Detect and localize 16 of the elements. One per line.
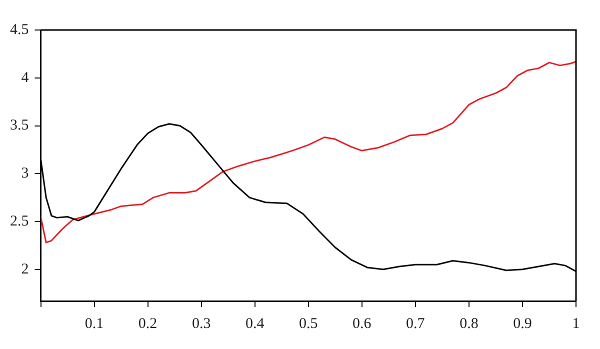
x-tick-label: 0.8: [460, 316, 478, 332]
y-tick-label: 3.5: [10, 118, 29, 134]
x-tick-label: 0.6: [352, 316, 372, 332]
y-tick-label: 2: [21, 261, 29, 278]
y-tick-label: 4: [21, 70, 30, 86]
x-tick-label: 0.1: [84, 316, 104, 332]
x-tick-label: 0.2: [138, 316, 158, 332]
x-tick-label: 0.7: [406, 316, 426, 332]
x-tick-label: 0.3: [192, 316, 211, 332]
y-tick-label: 4.5: [10, 22, 29, 38]
x-tick-label: 1: [572, 316, 580, 332]
y-tick-label: 3: [21, 166, 29, 182]
x-tick-label: 0.9: [513, 316, 532, 332]
y-tick-label: 2.5: [10, 213, 29, 230]
x-tick-label: 0.4: [245, 316, 265, 332]
x-tick-label: 0.5: [299, 316, 318, 332]
